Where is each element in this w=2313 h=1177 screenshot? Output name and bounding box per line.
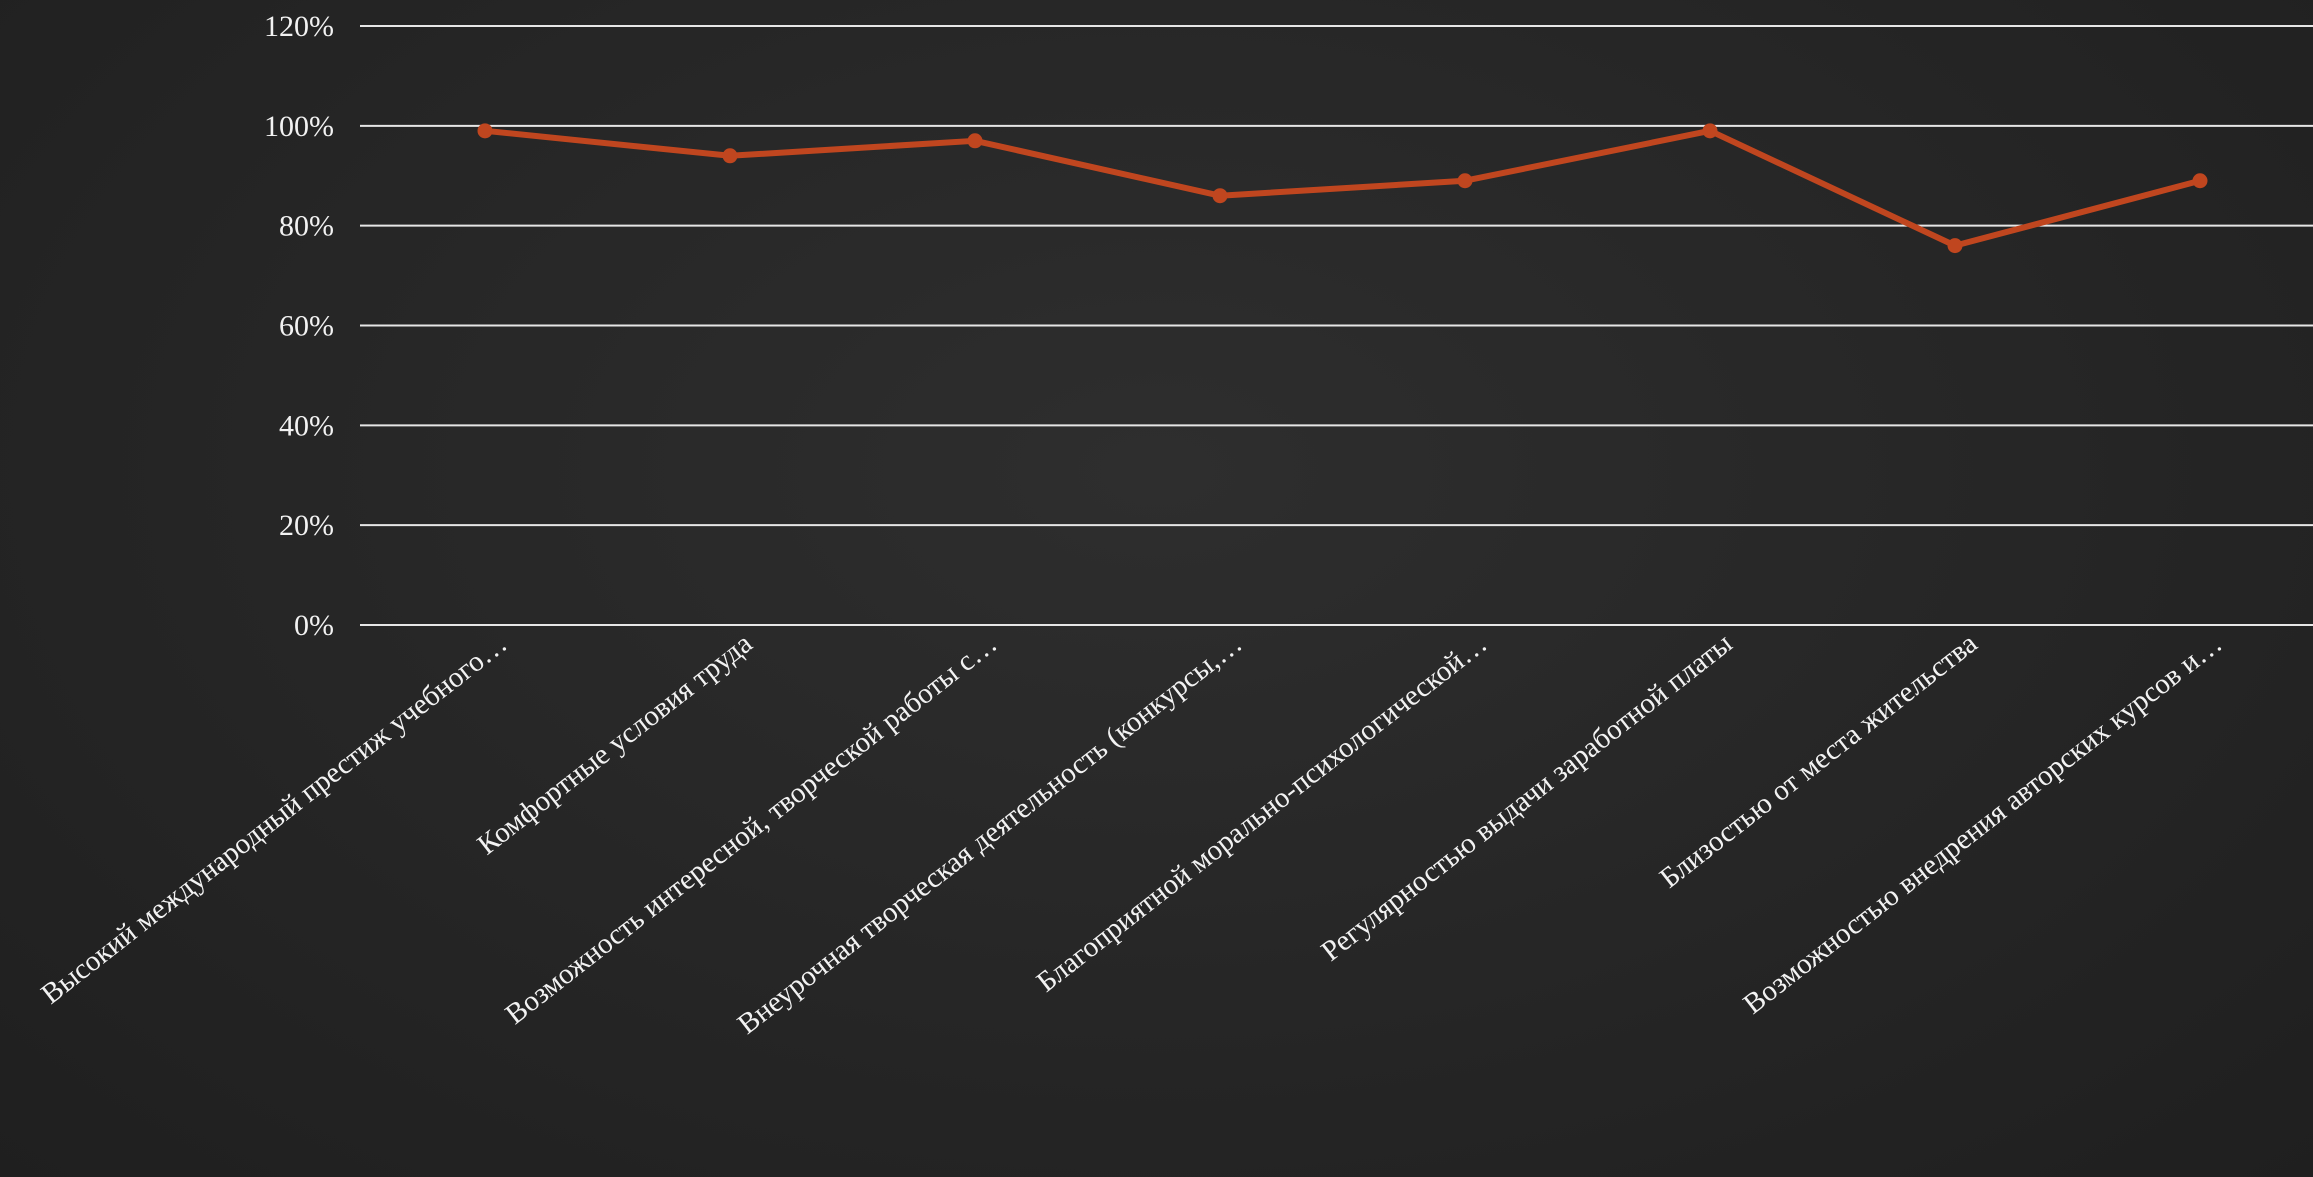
data-point [967, 133, 983, 149]
x-category-label: Возможностью внедрения авторских курсов … [1738, 627, 2229, 1020]
gridlines [360, 25, 2313, 626]
x-category-label: Внеурочная творческая деятельность (конк… [732, 627, 1249, 1040]
x-axis-category-labels: Высокий международный престиж учебного…К… [35, 627, 2228, 1040]
y-tick-label: 0% [294, 609, 334, 642]
x-category-label: Комфортные условия труда [471, 627, 758, 861]
data-point [1702, 123, 1718, 139]
y-tick-label: 40% [279, 409, 334, 442]
data-point [1212, 188, 1228, 204]
series-line [482, 127, 2203, 249]
y-tick-label: 20% [279, 509, 334, 542]
y-tick-label: 60% [279, 310, 334, 343]
y-axis-tick-labels: 0% 20% 40% 60% 80% 100% 120% [264, 10, 334, 642]
data-point [1947, 238, 1963, 254]
x-category-label: Высокий международный престиж учебного… [35, 627, 513, 1010]
x-category-label: Возможность интересной, творческой работ… [500, 627, 1004, 1030]
x-category-label: Благоприятной морально-психологической… [1031, 627, 1494, 998]
series-layer [477, 123, 2208, 254]
x-category-label: Регулярностью выдачи заработной платы [1315, 627, 1738, 967]
data-point [1457, 173, 1473, 189]
data-point [2192, 173, 2208, 189]
y-tick-label: 100% [264, 110, 334, 143]
y-tick-label: 80% [279, 210, 334, 243]
y-tick-label: 120% [264, 10, 334, 43]
data-point [722, 148, 738, 164]
data-point [477, 123, 493, 139]
